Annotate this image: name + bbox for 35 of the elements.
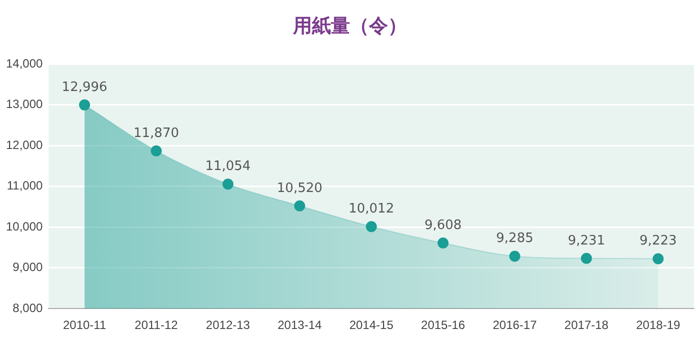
y-tick-label: 8,000 — [12, 300, 44, 315]
point — [652, 253, 664, 264]
y-tick-label: 11,000 — [6, 178, 44, 193]
x-tick-label: 2012-13 — [206, 318, 250, 332]
data-label: 11,054 — [205, 159, 251, 174]
x-tick-label: 2016-17 — [492, 318, 538, 332]
x-tick-label: 2017-18 — [564, 318, 609, 332]
point — [580, 252, 592, 264]
data-label: 10,520 — [276, 180, 322, 196]
x-tick-label: 2018-19 — [636, 318, 680, 332]
point — [294, 200, 306, 212]
point — [79, 99, 90, 110]
data-label: 9,223 — [640, 234, 677, 249]
data-label: 9,285 — [496, 231, 534, 246]
x-tick-label: 2010-11 — [62, 318, 106, 332]
y-tick-label: 14,000 — [6, 56, 44, 70]
x-tick-label: 2014-15 — [349, 318, 394, 332]
x-tick-label: 2015-16 — [421, 318, 466, 332]
point — [366, 221, 377, 232]
data-label: 12,996 — [62, 80, 108, 95]
point — [438, 238, 449, 249]
y-tick-label: 10,000 — [6, 219, 44, 234]
x-tick-label: 2013-14 — [278, 318, 322, 332]
y-tick-label: 12,000 — [6, 138, 44, 152]
point — [509, 250, 520, 262]
point — [150, 145, 162, 156]
y-tick-label: 13,000 — [6, 97, 44, 112]
x-tick-label: 2011-12 — [134, 318, 178, 332]
data-label: 10,012 — [348, 202, 394, 217]
data-label: 11,870 — [134, 126, 180, 141]
y-tick-label: 9,000 — [12, 260, 44, 274]
data-label: 9,231 — [568, 233, 606, 248]
point — [222, 178, 234, 190]
chart-title: 用紙量（令） — [292, 14, 408, 39]
data-label: 9,608 — [424, 218, 462, 234]
